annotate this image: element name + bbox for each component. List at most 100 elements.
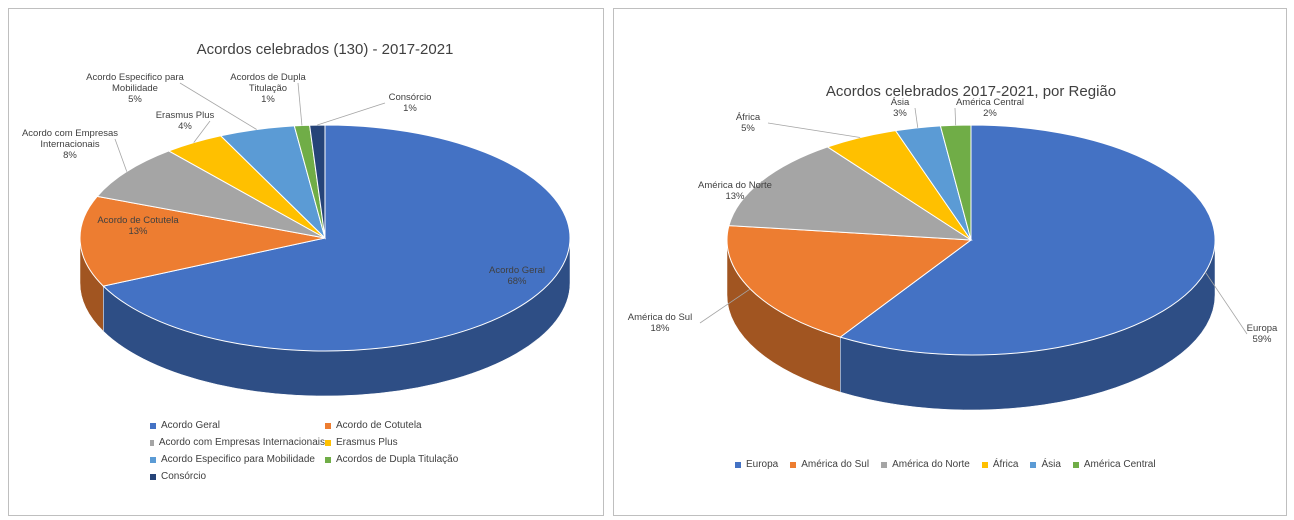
legend-swatch: [790, 461, 797, 468]
leader-line: [317, 102, 386, 126]
label-value: 18%: [650, 323, 670, 334]
data-label: Acordo Geral 68%: [472, 265, 562, 287]
legend-label: Acordo Geral: [161, 420, 220, 431]
data-label: Acordo Especifico para Mobilidade 5%: [80, 72, 190, 105]
leader-line: [760, 181, 781, 192]
legend-swatch: [150, 439, 154, 446]
data-label: Acordo de Cotutela 13%: [88, 215, 188, 237]
legend-swatch: [1030, 461, 1037, 468]
legend-label: Acordo com Empresas Internacionais: [158, 437, 325, 448]
legend-swatch: [325, 422, 331, 429]
label-value: 59%: [1252, 334, 1272, 345]
data-label: Acordos de Dupla Titulação 1%: [228, 72, 308, 105]
label-name: América do Sul: [627, 312, 693, 323]
data-label: América Central 2%: [945, 97, 1035, 119]
legend-label: África: [992, 459, 1019, 470]
label-name: Consórcio: [388, 92, 432, 103]
label-value: 3%: [893, 108, 907, 119]
slice: [309, 124, 326, 239]
legend-label: Erasmus Plus: [336, 437, 398, 448]
chart-title: Acordos celebrados 2017-2021, por Região: [825, 83, 1117, 100]
data-label: África 5%: [718, 112, 778, 134]
label-value: 13%: [128, 226, 148, 237]
label-name: Acordo Especifico para Mobilidade: [86, 72, 184, 94]
leader-line: [1204, 271, 1248, 335]
label-value: 5%: [128, 94, 142, 105]
data-label: Acordo com Empresas Internacionais 8%: [15, 128, 125, 161]
slice: [728, 146, 973, 241]
legend-item: Europa: [735, 459, 778, 470]
slice: [839, 124, 1216, 356]
legend-label: Acordo Especifico para Mobilidade: [161, 454, 315, 465]
label-name: Acordos de Dupla Titulação: [230, 72, 306, 94]
chart-panel: [613, 8, 1287, 516]
label-value: 4%: [178, 121, 192, 132]
legend-item: Acordos de Dupla Titulação: [325, 454, 500, 465]
legend: Europa América do Sul América do Norte Áfri…: [735, 459, 1255, 476]
leader-line: [767, 122, 861, 138]
legend-swatch: [735, 461, 741, 468]
legend-swatch: [150, 473, 156, 480]
legend-label: Acordos de Dupla Titulação: [336, 454, 459, 465]
slice: [79, 195, 326, 287]
data-label: América do Sul 18%: [610, 312, 710, 334]
label-value: 68%: [507, 276, 527, 287]
legend-label: América do Norte: [892, 459, 970, 470]
slice: [102, 124, 571, 352]
label-value: 1%: [261, 94, 275, 105]
legend-item: América do Sul: [790, 459, 869, 470]
label-name: Europa: [1246, 323, 1278, 334]
slice: [939, 124, 972, 241]
legend-swatch: [1072, 461, 1079, 468]
label-name: Erasmus Plus: [155, 110, 215, 121]
leader-line: [193, 120, 211, 143]
leader-line: [114, 138, 128, 172]
leader-line: [179, 82, 257, 130]
label-value: 13%: [725, 191, 745, 202]
legend-item: Ásia: [1030, 459, 1061, 470]
legend-label: Consórcio: [161, 471, 207, 482]
legend-swatch: [150, 456, 156, 463]
legend-item: Acordo Especifico para Mobilidade: [150, 454, 325, 465]
legend-swatch: [881, 461, 888, 468]
label-name: Acordo de Cotutela: [97, 215, 179, 226]
chart-panel: [8, 8, 604, 516]
label-name: África: [735, 112, 761, 123]
data-label: Ásia 3%: [875, 97, 925, 119]
legend: Acordo Geral Acordo de Cotutela Acordo com…: [150, 420, 510, 488]
data-label: Erasmus Plus 4%: [150, 110, 220, 132]
legend-swatch: [981, 461, 988, 468]
label-value: 5%: [741, 123, 755, 134]
data-label: Consórcio 1%: [375, 92, 445, 114]
leader-line: [297, 82, 303, 126]
leader-line: [954, 107, 957, 126]
legend-label: América Central: [1083, 459, 1156, 470]
legend-item: África: [981, 459, 1019, 470]
legend-label: Acordo de Cotutela: [336, 420, 422, 431]
label-name: América Central: [955, 97, 1025, 108]
chart-title: Acordos celebrados (130) - 2017-2021: [196, 41, 454, 58]
leader-line: [699, 288, 751, 324]
legend-swatch: [325, 439, 331, 446]
legend-label: América do Sul: [801, 459, 870, 470]
legend-item: Consórcio: [150, 471, 325, 482]
data-label: Europa 59%: [1237, 323, 1287, 345]
legend-swatch: [150, 422, 156, 429]
data-label: América do Norte 13%: [680, 180, 790, 202]
legend-label: Ásia: [1041, 459, 1061, 470]
legend-item: Acordo de Cotutela: [325, 420, 500, 431]
label-name: Ásia: [890, 97, 910, 108]
legend-swatch: [325, 456, 331, 463]
label-value: 2%: [983, 108, 997, 119]
label-name: América do Norte: [698, 180, 772, 191]
slice: [96, 150, 326, 239]
legend-item: América do Norte: [881, 459, 970, 470]
legend-item: Acordo com Empresas Internacionais: [150, 437, 325, 448]
label-value: 8%: [63, 150, 77, 161]
legend-item: Acordo Geral: [150, 420, 325, 431]
label-name: Acordo com Empresas Internacionais: [21, 128, 119, 150]
legend-item: Erasmus Plus: [325, 437, 500, 448]
legend-item: América Central: [1072, 459, 1156, 470]
